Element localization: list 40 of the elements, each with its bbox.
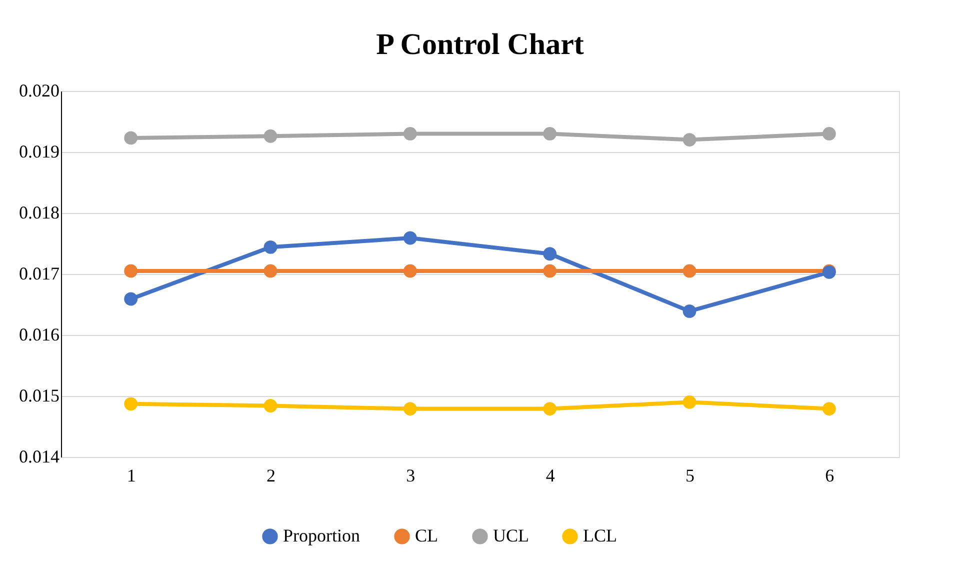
point	[543, 247, 557, 261]
point	[124, 131, 138, 145]
point	[264, 264, 278, 278]
y-tick-label: 0.015	[19, 386, 60, 406]
legend-label: CL	[415, 525, 438, 546]
point	[403, 231, 417, 245]
point	[403, 127, 417, 140]
point	[124, 264, 138, 278]
point	[124, 397, 138, 411]
legend-label: LCL	[583, 525, 617, 546]
point	[264, 240, 278, 254]
point	[264, 399, 278, 412]
x-tick-label: 4	[546, 466, 555, 486]
y-tick-label: 0.020	[19, 80, 60, 100]
chart-title: P Control Chart	[376, 28, 584, 61]
x-tick-label: 6	[825, 466, 834, 486]
point	[403, 402, 417, 416]
point	[403, 264, 417, 278]
x-tick-label: 2	[266, 466, 276, 486]
y-tick-label: 0.016	[19, 324, 60, 344]
point	[682, 133, 696, 146]
point	[124, 292, 138, 306]
point	[682, 304, 696, 318]
legend-label: Proportion	[283, 525, 360, 546]
x-tick-label: 3	[406, 466, 416, 486]
legend-label: UCL	[493, 525, 529, 546]
x-tick-label: 5	[686, 466, 694, 486]
point	[682, 264, 696, 278]
y-tick-label: 0.014	[19, 446, 60, 466]
point	[682, 395, 696, 409]
y-tick-label: 0.019	[19, 142, 60, 162]
y-tick-label: 0.017	[19, 264, 60, 284]
point	[543, 264, 557, 278]
point	[822, 402, 836, 416]
point	[822, 127, 836, 140]
point	[543, 127, 557, 140]
x-tick-label: 1	[126, 466, 136, 486]
point	[264, 129, 278, 143]
y-tick-label: 0.018	[19, 202, 60, 222]
point	[543, 402, 557, 416]
